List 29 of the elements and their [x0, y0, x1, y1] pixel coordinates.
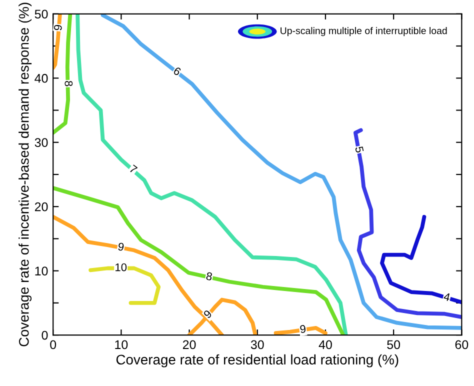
- x-tick-label: 50: [387, 340, 400, 350]
- x-tick-label: 30: [250, 340, 264, 350]
- line-series: [380, 214, 462, 304]
- y-tick-label: 40: [34, 74, 48, 83]
- text: 9: [300, 324, 306, 334]
- text: 7: [129, 164, 138, 174]
- x-tick-label: 40: [318, 340, 332, 350]
- text: 4: [443, 292, 451, 302]
- y-tick-label: 30: [34, 138, 48, 148]
- x-tick-label: 60: [455, 340, 468, 350]
- series-label: 10: [116, 263, 127, 272]
- text: 9: [54, 24, 62, 31]
- x-tick-label: 10: [115, 340, 128, 350]
- y-axis-title: Coverage rate of incentive-based demand response (%): [18, 2, 32, 346]
- text: 8: [64, 80, 73, 86]
- line-series: [354, 128, 462, 320]
- y-tick-label: 20: [34, 202, 48, 212]
- annotation: Up-scaling multiple of interruptible load: [280, 27, 447, 36]
- text: 6: [172, 66, 182, 76]
- text: 5: [355, 146, 364, 153]
- text: 9: [203, 310, 212, 319]
- y-tick-label: 10: [35, 266, 48, 276]
- x-axis-title: Coverage rate of residential load rationing (%): [116, 354, 398, 368]
- x-tick-label: 0: [50, 340, 56, 350]
- x-tick-label: 20: [182, 340, 196, 350]
- y-tick-label: 50: [34, 10, 48, 19]
- y-tick-label: 0: [42, 330, 48, 340]
- text: 8: [206, 272, 212, 281]
- text: 9: [118, 242, 124, 252]
